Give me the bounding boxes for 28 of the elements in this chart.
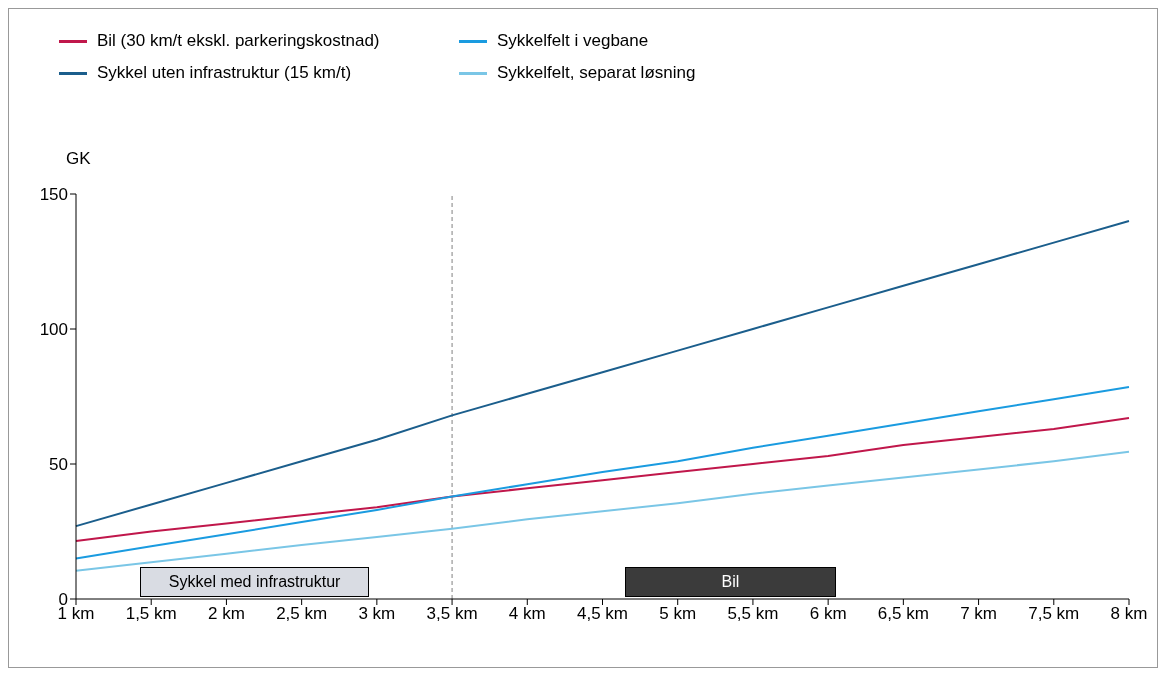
x-tick-label: 8 km bbox=[1110, 604, 1148, 624]
line-series bbox=[75, 386, 1130, 560]
y-axis-title: GK bbox=[66, 149, 91, 169]
legend-label: Bil (30 km/t ekskl. parkeringskostnad) bbox=[97, 31, 380, 51]
x-tick-label: 6 km bbox=[809, 604, 847, 624]
x-tick-label: 5,5 km bbox=[727, 604, 779, 624]
legend-label: Sykkelfelt i vegbane bbox=[497, 31, 649, 51]
x-tick-label: 6,5 km bbox=[877, 604, 929, 624]
y-tick-label: 150 bbox=[39, 185, 68, 205]
x-tick-label: 2,5 km bbox=[276, 604, 328, 624]
legend-label: Sykkelfelt, separat løsning bbox=[497, 63, 696, 83]
x-tick-label: 7 km bbox=[960, 604, 997, 624]
x-tick-label: 3,5 km bbox=[426, 604, 478, 624]
x-tick-label: 4 km bbox=[508, 604, 546, 624]
x-tick-label: 2 km bbox=[208, 604, 245, 624]
x-tick-label: 7,5 km bbox=[1028, 604, 1080, 624]
x-tick-label: 3 km bbox=[358, 604, 396, 624]
line-series bbox=[75, 450, 1130, 572]
line-series bbox=[75, 220, 1130, 528]
y-tick-label: 100 bbox=[39, 320, 68, 340]
x-tick-label: 5 km bbox=[659, 604, 697, 624]
label-box: Bil bbox=[625, 567, 836, 597]
line-series bbox=[75, 417, 1130, 542]
y-tick-label: 50 bbox=[49, 455, 68, 475]
legend-label: Sykkel uten infrastruktur (15 km/t) bbox=[97, 63, 352, 83]
label-box: Sykkel med infrastruktur bbox=[139, 567, 370, 597]
x-tick-label: 1,5 km bbox=[125, 604, 177, 624]
x-tick-label: 4,5 km bbox=[576, 604, 629, 624]
